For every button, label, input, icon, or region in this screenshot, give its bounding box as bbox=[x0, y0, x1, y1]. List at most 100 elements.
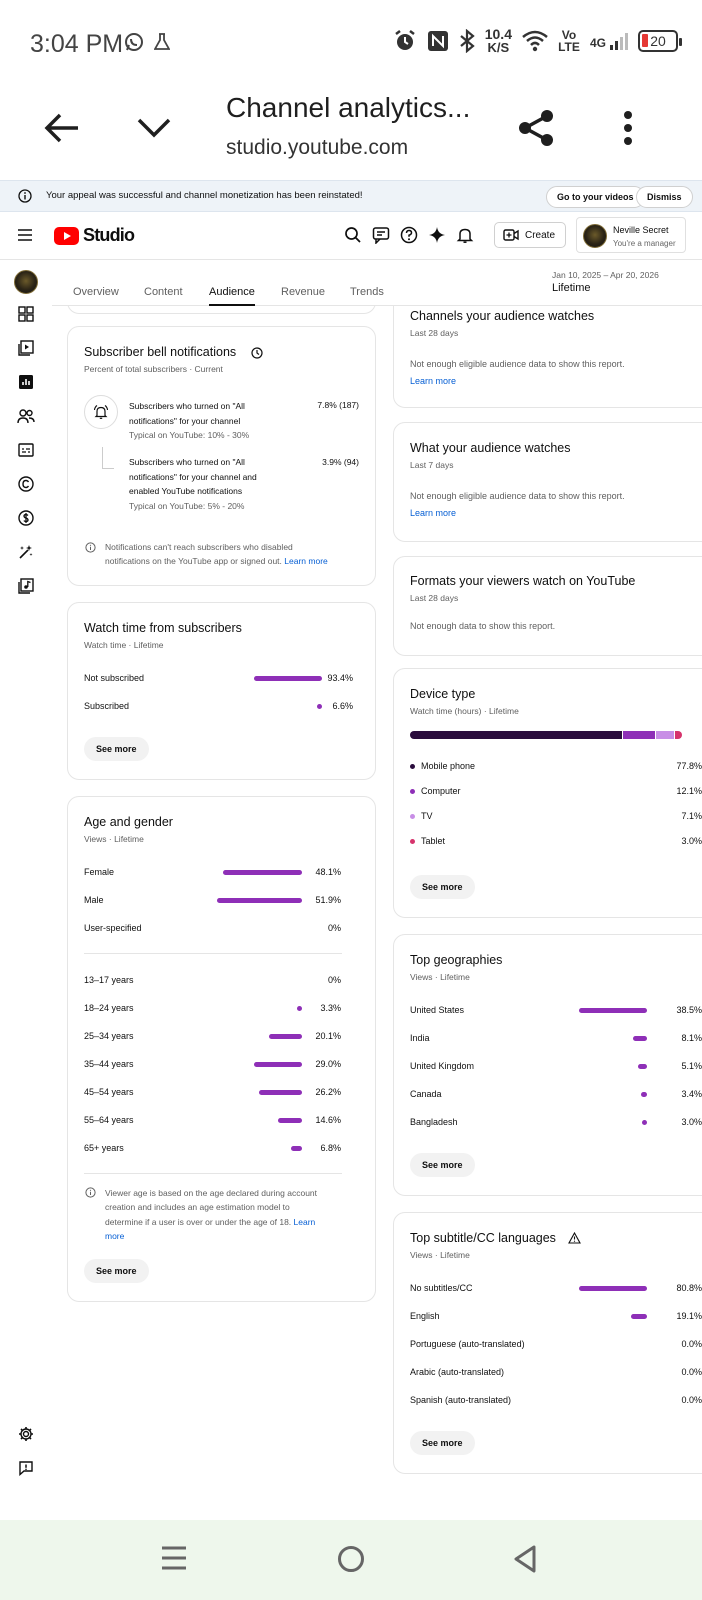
avatar bbox=[583, 224, 607, 248]
row-label: No subtitles/CC bbox=[410, 1283, 473, 1293]
analytics-icon[interactable] bbox=[16, 372, 36, 392]
date-range-label[interactable]: Lifetime bbox=[552, 282, 591, 294]
back-nav-icon[interactable] bbox=[512, 1544, 538, 1574]
learn-more-link[interactable]: Learn bbox=[293, 1216, 316, 1227]
info-icon bbox=[85, 1187, 96, 1198]
more-options-button[interactable] bbox=[604, 104, 652, 152]
back-button[interactable] bbox=[38, 104, 86, 152]
audience-content: Subscriber bell notifications Percent of… bbox=[52, 306, 702, 1520]
device-stacked-bar bbox=[410, 731, 682, 739]
subtitles-icon[interactable] bbox=[16, 440, 36, 460]
row-label: United States bbox=[410, 1005, 465, 1015]
row-label: Arabic (auto-translated) bbox=[410, 1367, 505, 1377]
card-title: Channels your audience watches bbox=[410, 309, 595, 323]
tab-trends[interactable]: Trends bbox=[350, 286, 384, 298]
more-vert-icon bbox=[624, 111, 632, 145]
channel-avatar[interactable] bbox=[14, 270, 38, 294]
see-more-button[interactable]: See more bbox=[410, 875, 475, 899]
see-more-button[interactable]: See more bbox=[410, 1431, 475, 1455]
learn-more-link[interactable]: Learn more bbox=[284, 555, 328, 566]
recent-apps-icon[interactable] bbox=[160, 1544, 188, 1572]
account-switcher[interactable]: Neville Secret You're a manager bbox=[576, 217, 686, 253]
row-label: Bangladesh bbox=[410, 1117, 458, 1127]
card-title: Age and gender bbox=[84, 815, 173, 829]
date-range[interactable]: Jan 10, 2025 – Apr 20, 2026 bbox=[552, 270, 659, 280]
card-subtitle: Percent of total subscribers · Current bbox=[84, 364, 223, 374]
page-url: studio.youtube.com bbox=[226, 136, 409, 159]
row-label: 18–24 years bbox=[84, 1003, 134, 1013]
create-button[interactable]: Create bbox=[494, 222, 567, 248]
tab-audience[interactable]: Audience bbox=[209, 286, 255, 306]
copyright-icon[interactable] bbox=[16, 474, 36, 494]
network-speed: 10.4 K/S bbox=[484, 26, 512, 55]
device-segment bbox=[621, 731, 655, 739]
community-icon[interactable] bbox=[16, 406, 36, 426]
age-note: Viewer age is based on the age declared … bbox=[105, 1188, 318, 1241]
settings-icon[interactable] bbox=[16, 1424, 36, 1444]
row-label: Portuguese (auto-translated) bbox=[410, 1339, 525, 1349]
go-to-videos-button[interactable]: Go to your videos bbox=[546, 186, 645, 208]
info-icon bbox=[85, 542, 96, 553]
learn-more-link[interactable]: Learn more bbox=[410, 376, 457, 386]
subtitle-languages-card: Top subtitle/CC languages Views · Lifeti… bbox=[393, 1212, 702, 1474]
bar bbox=[254, 1062, 302, 1067]
bar bbox=[290, 1146, 302, 1151]
card-title: Top subtitle/CC languages bbox=[410, 1231, 556, 1245]
bar bbox=[579, 1008, 647, 1013]
page-title: Channel analytics... bbox=[226, 92, 471, 123]
home-icon[interactable] bbox=[336, 1544, 366, 1574]
bluetooth-icon bbox=[460, 29, 475, 53]
device-segment bbox=[673, 731, 682, 739]
share-button[interactable] bbox=[512, 104, 560, 152]
minimize-button[interactable] bbox=[130, 104, 178, 152]
volte-indicator: Vo LTE bbox=[558, 28, 580, 54]
bar bbox=[223, 870, 302, 875]
sparkle-icon[interactable] bbox=[428, 226, 446, 244]
content-icon[interactable] bbox=[16, 338, 36, 358]
bar bbox=[632, 1036, 647, 1041]
row-value: 6.8% bbox=[320, 1143, 341, 1153]
bell-note: Notifications can't reach subscribers wh… bbox=[105, 542, 328, 566]
notifications-icon[interactable] bbox=[456, 226, 474, 244]
row-value: 5.1% bbox=[681, 1061, 702, 1071]
row-value: 29.0% bbox=[315, 1059, 341, 1069]
row-label: Male bbox=[84, 895, 104, 905]
tab-revenue[interactable]: Revenue bbox=[281, 286, 326, 298]
tab-overview[interactable]: Overview bbox=[73, 286, 119, 298]
tree-connector bbox=[102, 447, 114, 469]
bell-ring-icon bbox=[84, 395, 118, 429]
studio-header: Studio Create Neville Secret You're a ma… bbox=[0, 212, 702, 260]
bar bbox=[579, 1286, 647, 1291]
previous-card bbox=[67, 306, 376, 314]
card-title: Subscriber bell notifications bbox=[84, 345, 237, 359]
row-label: Spanish (auto-translated) bbox=[410, 1395, 512, 1405]
dashboard-icon[interactable] bbox=[16, 304, 36, 324]
video-add-icon bbox=[503, 229, 519, 241]
search-icon[interactable] bbox=[344, 226, 362, 244]
customization-icon[interactable] bbox=[16, 542, 36, 562]
channels-audience-watches-card: Channels your audience watches Last 28 d… bbox=[393, 306, 702, 408]
help-icon[interactable] bbox=[400, 226, 418, 244]
send-feedback-icon[interactable] bbox=[16, 1458, 36, 1478]
no-data-message: Not enough eligible audience data to sho… bbox=[410, 359, 625, 369]
banner-message: Your appeal was successful and channel m… bbox=[46, 190, 363, 201]
menu-icon[interactable] bbox=[18, 229, 32, 241]
see-more-button[interactable]: See more bbox=[410, 1153, 475, 1177]
tab-content[interactable]: Content bbox=[144, 286, 183, 298]
dismiss-button[interactable]: Dismiss bbox=[636, 186, 693, 208]
see-more-button[interactable]: See more bbox=[84, 1259, 149, 1283]
row-value: 3.4% bbox=[681, 1089, 702, 1099]
see-more-button[interactable]: See more bbox=[84, 737, 149, 761]
learn-more-link[interactable]: Learn more bbox=[410, 508, 457, 518]
row-value: 3.0% bbox=[681, 836, 702, 846]
earn-icon[interactable] bbox=[16, 508, 36, 528]
alarm-icon bbox=[394, 30, 415, 50]
row-label: User-specified bbox=[84, 923, 142, 933]
feedback-icon[interactable] bbox=[372, 226, 390, 244]
chevron-down-icon bbox=[137, 118, 171, 138]
row-label: United Kingdom bbox=[410, 1061, 475, 1071]
row-label: 45–54 years bbox=[84, 1087, 134, 1097]
card-title: Watch time from subscribers bbox=[84, 621, 242, 635]
studio-logo[interactable]: Studio bbox=[54, 225, 135, 246]
audio-library-icon[interactable] bbox=[16, 576, 36, 596]
